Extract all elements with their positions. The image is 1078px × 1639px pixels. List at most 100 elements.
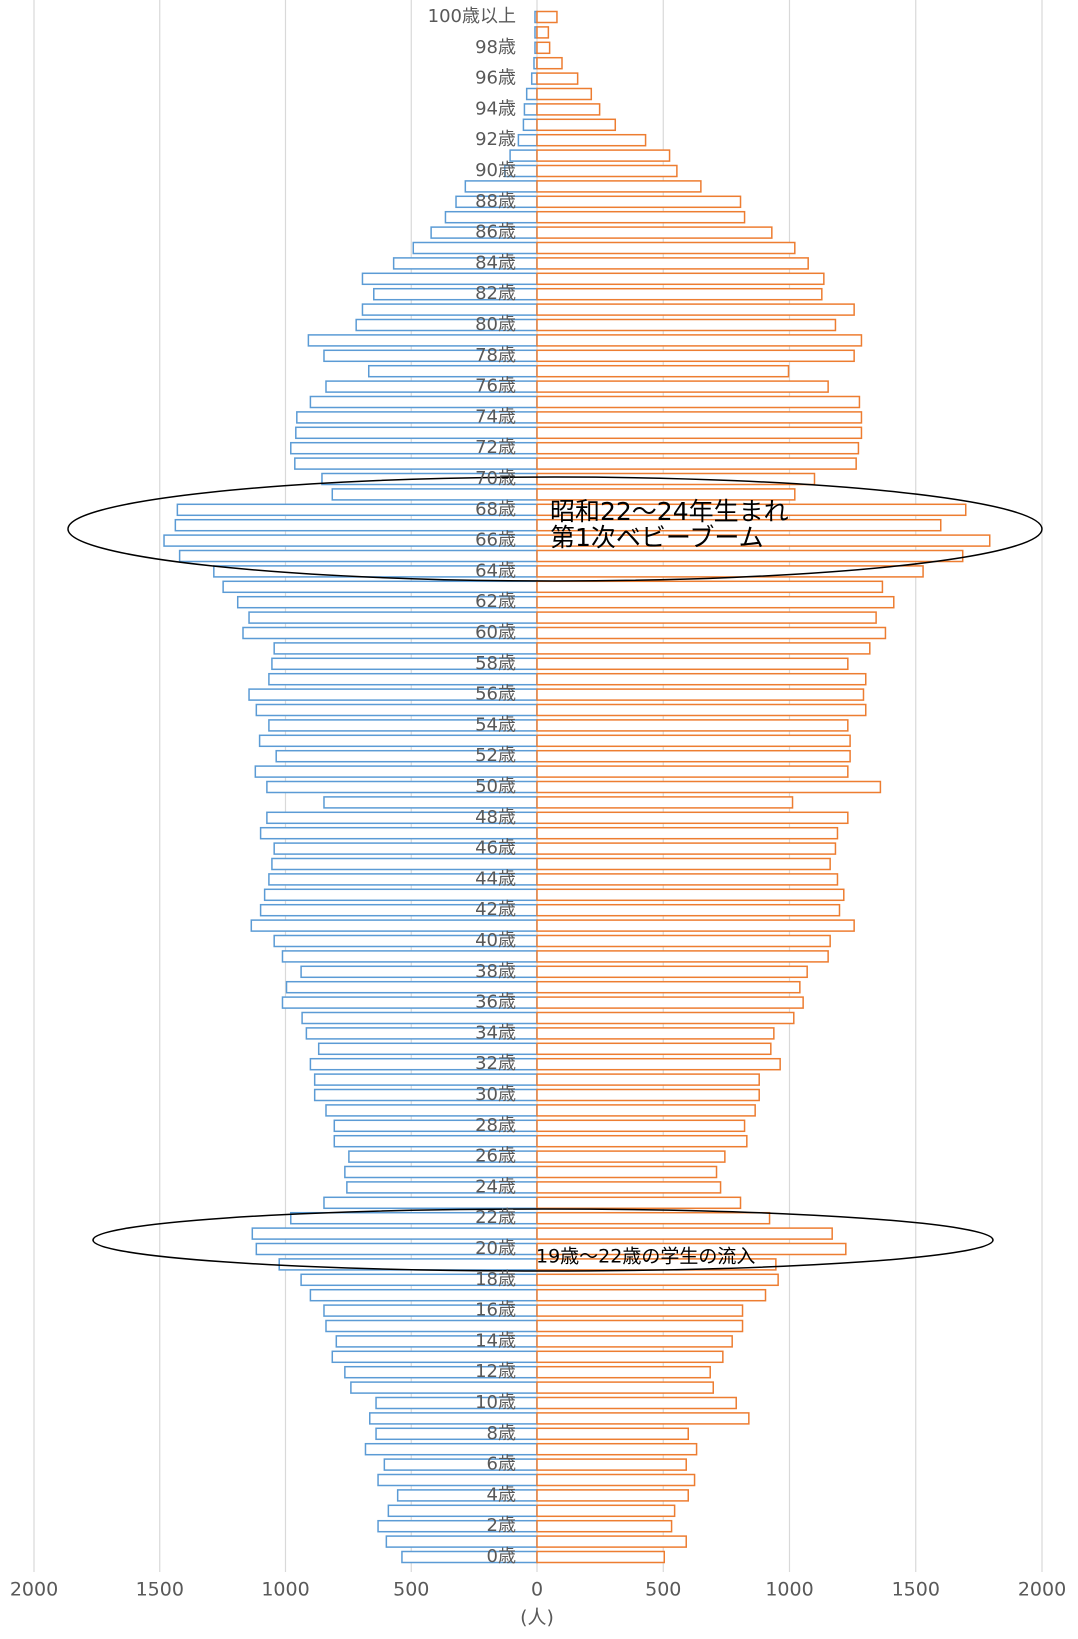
bar — [536, 87, 593, 101]
category-label: 2歳 — [487, 1515, 516, 1536]
category-label: 16歳 — [475, 1300, 516, 1321]
bar — [536, 642, 871, 655]
bar — [536, 41, 551, 55]
bar — [536, 1073, 760, 1086]
bar — [536, 457, 857, 470]
category-label: 88歳 — [475, 191, 516, 212]
bar — [536, 56, 563, 70]
highlight-ellipse — [92, 1208, 994, 1272]
bar — [536, 118, 617, 132]
bar — [536, 1535, 687, 1548]
category-label: 50歳 — [475, 776, 516, 797]
bar — [536, 26, 550, 39]
bar — [536, 580, 884, 594]
bar — [536, 980, 801, 994]
category-label: 40歳 — [475, 930, 516, 951]
annotation: 昭和22～24年生まれ — [550, 497, 789, 526]
bar — [536, 1150, 726, 1163]
x-tick-label: 1500 — [136, 1579, 184, 1601]
bar — [536, 1504, 676, 1518]
bar — [536, 765, 849, 778]
bar — [536, 180, 702, 193]
bar — [536, 796, 794, 809]
annotation: 19歳～22歳の学生の流入 — [536, 1246, 755, 1268]
x-tick-label: 1500 — [892, 1579, 940, 1601]
bar — [536, 780, 882, 794]
bar — [536, 426, 863, 440]
bar — [536, 1489, 689, 1502]
category-label: 0歳 — [487, 1546, 516, 1567]
bar — [536, 241, 796, 255]
bar — [536, 888, 845, 902]
bar — [536, 103, 601, 116]
x-tick-label: 500 — [393, 1579, 429, 1601]
bar — [536, 857, 831, 871]
category-label: 70歳 — [475, 468, 516, 489]
bar — [536, 318, 837, 332]
bar — [536, 210, 746, 224]
x-axis-label: (人) — [520, 1607, 554, 1629]
bar — [536, 1273, 779, 1287]
category-label: 74歳 — [475, 406, 516, 427]
bar — [536, 1550, 666, 1564]
category-label: 8歳 — [487, 1423, 516, 1444]
category-label: 10歳 — [475, 1392, 516, 1413]
bar — [530, 72, 538, 85]
category-label: 56歳 — [475, 684, 516, 705]
bar — [536, 672, 867, 686]
x-tick-label: 2000 — [10, 1579, 58, 1601]
bar — [536, 1319, 744, 1333]
bar — [536, 565, 924, 578]
bar — [536, 657, 849, 671]
bar — [536, 626, 887, 640]
category-label: 62歳 — [475, 591, 516, 612]
category-label: 72歳 — [475, 437, 516, 458]
bars — [163, 10, 991, 1564]
bar — [536, 503, 967, 517]
labels: 2000 1500 1000 500 0歳 2歳 4歳 6歳 8歳 10歳 12歳 14歳 16歳 18歳… — [10, 6, 1066, 1601]
bar — [536, 688, 865, 701]
bar — [536, 1473, 696, 1487]
category-label: 22歳 — [475, 1207, 516, 1228]
category-label: 92歳 — [475, 129, 516, 150]
category-label: 38歳 — [475, 961, 516, 982]
x-tick-label: 0 — [531, 1579, 543, 1601]
bar — [536, 272, 825, 286]
category-label: 14歳 — [475, 1330, 516, 1351]
category-label: 66歳 — [475, 530, 516, 551]
bar — [536, 1335, 733, 1348]
bar — [536, 1458, 687, 1471]
bar — [536, 873, 839, 886]
bar — [536, 1365, 711, 1379]
category-label: 34歳 — [475, 1022, 516, 1043]
bar — [536, 1350, 724, 1364]
category-label: 4歳 — [487, 1484, 516, 1505]
category-label: 36歳 — [475, 992, 516, 1013]
bar — [536, 518, 942, 532]
bar — [536, 1104, 756, 1117]
category-label: 18歳 — [475, 1269, 516, 1290]
category-label: 42歳 — [475, 899, 516, 920]
category-label: 96歳 — [475, 68, 516, 89]
bar — [536, 72, 579, 85]
bar — [536, 965, 808, 979]
bar — [536, 1027, 775, 1040]
bar — [536, 1057, 781, 1071]
bar — [536, 1042, 772, 1056]
bar — [536, 1227, 833, 1240]
bar — [536, 1242, 847, 1256]
bar — [536, 1412, 750, 1425]
category-label: 6歳 — [487, 1454, 516, 1475]
bar — [536, 549, 964, 563]
category-label: 58歳 — [475, 653, 516, 674]
category-label: 54歳 — [475, 714, 516, 735]
bar — [536, 534, 991, 547]
category-label: 86歳 — [475, 222, 516, 243]
x-tick-label: 2000 — [1018, 1579, 1066, 1601]
bar — [536, 1396, 737, 1410]
category-label: 84歳 — [475, 252, 516, 273]
bar — [536, 395, 861, 409]
bar — [536, 749, 851, 763]
highlight-ellipse — [67, 476, 1043, 582]
